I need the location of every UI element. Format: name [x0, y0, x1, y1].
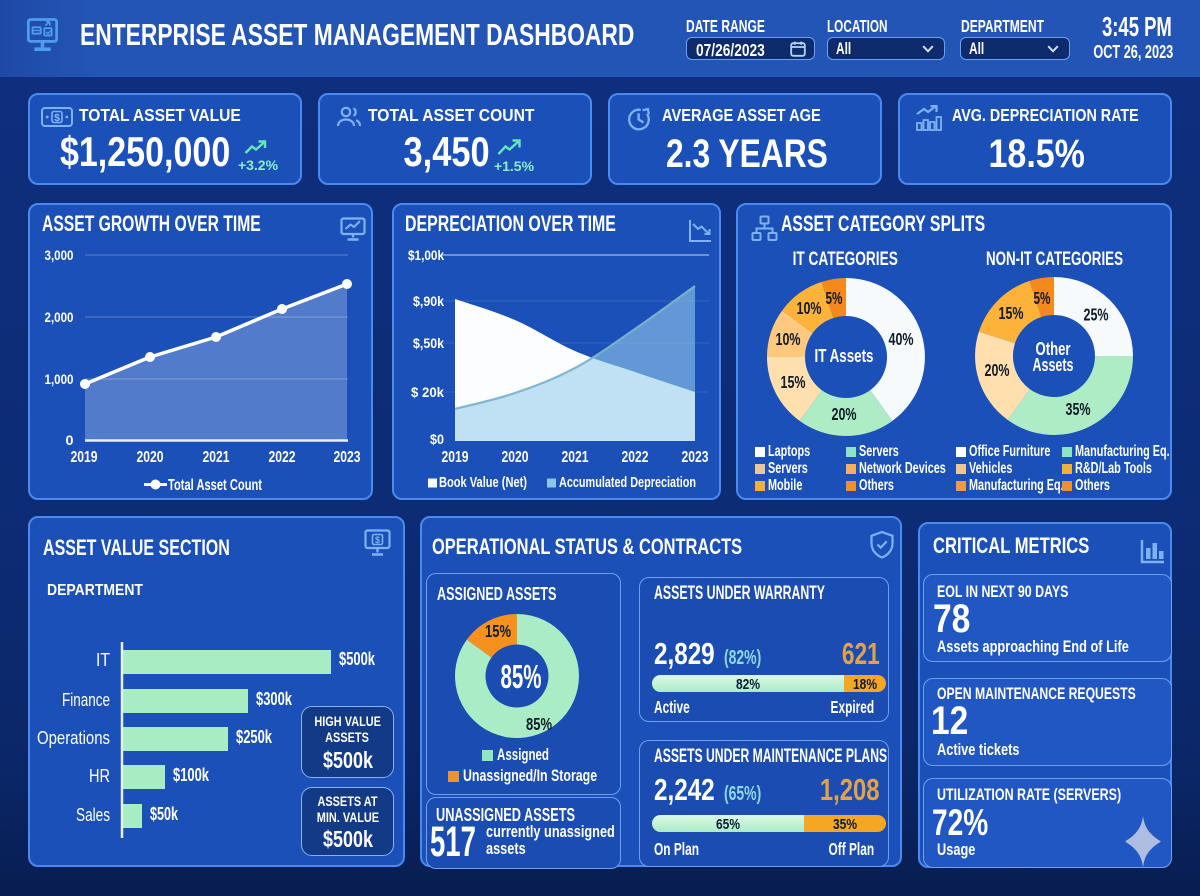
svg-text:2019: 2019 [71, 449, 98, 466]
svg-text:IT: IT [96, 650, 110, 670]
svg-text:HR: HR [89, 766, 110, 786]
svg-text:$250k: $250k [236, 727, 273, 747]
svg-text:10%: 10% [776, 329, 801, 349]
svg-text:25%: 25% [1084, 305, 1109, 325]
svg-text:2022: 2022 [269, 449, 296, 466]
svg-text:2020: 2020 [137, 449, 164, 466]
svg-text:IT Assets: IT Assets [815, 345, 874, 366]
svg-text:Finance: Finance [62, 690, 110, 710]
svg-text:2021: 2021 [203, 449, 230, 466]
svg-text:$ 20k: $ 20k [411, 384, 444, 400]
svg-text:$,90k: $,90k [413, 293, 444, 309]
svg-text:20%: 20% [832, 404, 857, 424]
svg-text:1,000: 1,000 [45, 371, 74, 387]
svg-text:$,50k: $,50k [413, 335, 444, 351]
svg-text:2023: 2023 [334, 449, 361, 466]
svg-text:3,000: 3,000 [45, 247, 74, 263]
svg-text:2023: 2023 [682, 449, 709, 466]
svg-text:$1,00k: $1,00k [408, 247, 444, 263]
svg-text:5%: 5% [1034, 288, 1051, 308]
svg-text:2021: 2021 [562, 449, 589, 466]
svg-text:85%: 85% [501, 658, 542, 695]
svg-text:$50k: $50k [150, 804, 179, 824]
svg-text:2,000: 2,000 [45, 309, 74, 325]
svg-text:$0: $0 [430, 431, 444, 447]
svg-text:Assets: Assets [1033, 354, 1074, 375]
svg-text:Sales: Sales [76, 805, 110, 825]
svg-text:$100k: $100k [173, 765, 210, 785]
svg-text:$: $ [54, 112, 60, 124]
svg-text:10%: 10% [797, 298, 822, 318]
svg-text:15%: 15% [781, 372, 806, 392]
svg-text:0: 0 [66, 432, 74, 448]
svg-text:2019: 2019 [442, 449, 469, 466]
svg-text:$500k: $500k [339, 649, 376, 669]
svg-text:Other: Other [1036, 338, 1071, 359]
svg-text:$: $ [375, 535, 380, 545]
svg-text:$300k: $300k [256, 689, 293, 709]
svg-text:35%: 35% [1066, 399, 1091, 419]
svg-text:85%: 85% [526, 714, 552, 734]
svg-text:15%: 15% [999, 303, 1024, 323]
svg-text:Accumulated Depreciation: Accumulated Depreciation [559, 475, 696, 491]
svg-text:Operations: Operations [37, 728, 110, 748]
svg-text:5%: 5% [826, 288, 843, 308]
svg-text:40%: 40% [889, 329, 914, 349]
svg-text:20%: 20% [985, 360, 1010, 380]
svg-text:Book Value (Net): Book Value (Net) [439, 475, 527, 491]
svg-text:2020: 2020 [502, 449, 529, 466]
svg-text:Total Asset Count: Total Asset Count [168, 477, 262, 494]
svg-text:15%: 15% [485, 621, 511, 641]
svg-text:2022: 2022 [622, 449, 649, 466]
